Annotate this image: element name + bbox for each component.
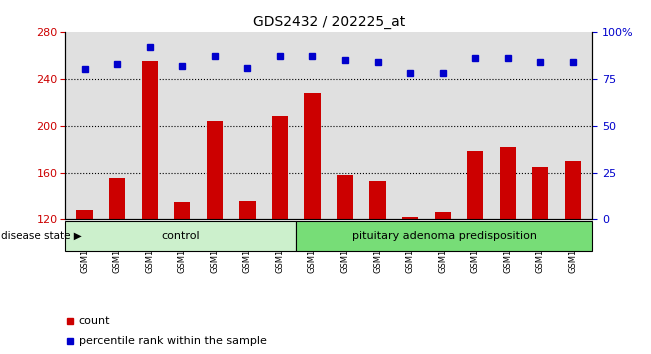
Bar [500, 147, 516, 219]
Bar [142, 61, 158, 219]
Bar [240, 201, 255, 219]
Bar [77, 210, 93, 219]
Title: GDS2432 / 202225_at: GDS2432 / 202225_at [253, 16, 405, 29]
Bar [467, 152, 483, 219]
Bar [65, 221, 296, 251]
Bar [296, 221, 592, 251]
Text: percentile rank within the sample: percentile rank within the sample [79, 336, 267, 346]
Bar [304, 93, 320, 219]
Text: pituitary adenoma predisposition: pituitary adenoma predisposition [352, 231, 536, 241]
Bar [402, 217, 418, 219]
Bar [272, 116, 288, 219]
Bar [533, 167, 548, 219]
Bar [174, 202, 190, 219]
Bar [435, 212, 450, 219]
Text: disease state ▶: disease state ▶ [1, 231, 81, 241]
Bar [207, 121, 223, 219]
Bar [109, 178, 125, 219]
Bar [337, 175, 353, 219]
Bar [564, 161, 581, 219]
Bar [370, 181, 385, 219]
Text: count: count [79, 315, 110, 326]
Text: control: control [161, 231, 200, 241]
